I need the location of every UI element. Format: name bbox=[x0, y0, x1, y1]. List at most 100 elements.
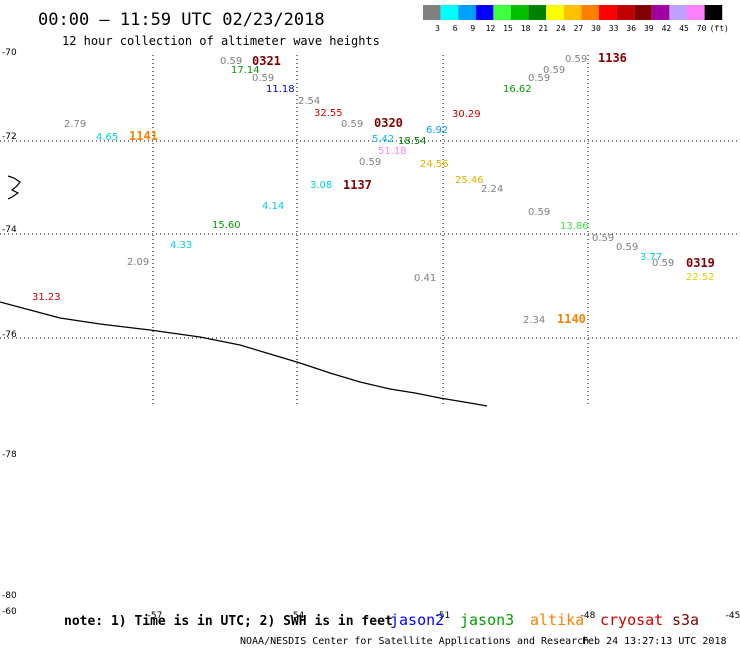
wave-height-label: 31.23 bbox=[32, 292, 61, 303]
wave-height-label: 0.59 bbox=[592, 233, 614, 244]
wave-height-label: 0.59 bbox=[359, 157, 381, 168]
wave-height-label: 2.54 bbox=[298, 96, 320, 107]
lat-lon-grid bbox=[0, 55, 738, 405]
scale-label: 42 bbox=[662, 24, 672, 33]
lat-label: -74 bbox=[2, 225, 17, 235]
lon-label: -45 bbox=[726, 611, 740, 621]
scale-swatch bbox=[475, 5, 494, 20]
wave-height-label: 22.52 bbox=[686, 272, 715, 283]
scale-swatch bbox=[599, 5, 617, 20]
wave-height-label: 2.79 bbox=[64, 119, 86, 130]
wave-height-label: 3.77 bbox=[640, 252, 662, 263]
wave-height-label: 5.42 bbox=[372, 134, 394, 145]
scale-label: 12 bbox=[486, 24, 496, 33]
satellite-jason2: jason2 bbox=[390, 611, 444, 629]
footer-note: note: 1) Time is in UTC; 2) SWH is in fe… bbox=[64, 614, 393, 629]
wave-height-label: 6.92 bbox=[426, 125, 448, 136]
satellite-legend: jason2 jason3 altika cryosat s3a bbox=[390, 611, 699, 629]
scale-swatch bbox=[440, 5, 459, 20]
scale-swatch bbox=[458, 5, 476, 20]
scale-label: 6 bbox=[453, 24, 458, 33]
longitude-labels: -57 -54 -51 -48 -45 bbox=[148, 611, 740, 621]
wave-height-label: 0.59 bbox=[543, 65, 565, 76]
wave-height-label: 11.18 bbox=[266, 84, 295, 95]
wave-height-label: 2.24 bbox=[481, 184, 503, 195]
scale-label: 15 bbox=[503, 24, 513, 33]
wave-height-label: 3.08 bbox=[310, 180, 332, 191]
lon-label: -57 bbox=[148, 611, 163, 621]
lat-label: -76 bbox=[2, 330, 17, 340]
scale-swatch bbox=[493, 5, 511, 20]
wave-height-label: 30.29 bbox=[452, 109, 481, 120]
scale-label: 36 bbox=[626, 24, 636, 33]
wave-height-label: 32.55 bbox=[314, 108, 343, 119]
satellite-s3a: s3a bbox=[672, 611, 699, 629]
scale-label: 33 bbox=[609, 24, 619, 33]
wave-height-label: 18.54 bbox=[398, 136, 427, 147]
observation-labels: 0.5917.140.5911.182.5432.550.595.4251.18… bbox=[32, 54, 715, 326]
pass-time-label: 0319 bbox=[686, 256, 715, 270]
lat-label: -78 bbox=[2, 450, 17, 460]
latitude-labels: -70 -72 -74 -76 -78 -80 -60 bbox=[2, 48, 17, 617]
wave-height-label: 2.34 bbox=[523, 315, 545, 326]
scale-label: 9 bbox=[470, 24, 475, 33]
wave-height-label: 16.62 bbox=[503, 84, 532, 95]
wave-height-label: 15.60 bbox=[212, 220, 241, 231]
wave-height-label: 4.14 bbox=[262, 201, 284, 212]
pass-time-label: 1140 bbox=[557, 312, 586, 326]
wave-height-label: 0.41 bbox=[414, 273, 436, 284]
scale-label: (ft) bbox=[710, 24, 729, 33]
scale-label: 27 bbox=[574, 24, 584, 33]
scale-swatch bbox=[669, 5, 687, 20]
pass-time-label: 1137 bbox=[343, 178, 372, 192]
pass-time-label: 1141 bbox=[129, 129, 158, 143]
wave-height-label: 51.18 bbox=[378, 146, 407, 157]
scale-label: 30 bbox=[591, 24, 601, 33]
color-scale-legend: 3 6 9 12 15 18 21 24 27 30 33 36 39 42 45 70 (ft) bbox=[423, 5, 729, 33]
lon-label: -54 bbox=[290, 611, 305, 621]
scale-label: 18 bbox=[521, 24, 531, 33]
pass-time-label: 0320 bbox=[374, 116, 403, 130]
wave-height-label: 0.59 bbox=[220, 56, 242, 67]
credit-text: NOAA/NESDIS Center for Satellite Applica… bbox=[240, 636, 589, 647]
wave-height-label: 4.65 bbox=[96, 132, 118, 143]
scale-swatch bbox=[687, 5, 705, 20]
pass-time-labels: 0321 0320 1136 1141 1137 0319 1140 bbox=[129, 51, 715, 326]
scale-label: 3 bbox=[435, 24, 440, 33]
lat-label: -70 bbox=[2, 48, 17, 58]
timestamp-text: Feb 24 13:27:13 UTC 2018 bbox=[582, 636, 727, 647]
scale-swatch bbox=[511, 5, 529, 20]
scale-swatch bbox=[634, 5, 652, 20]
lon-label: -48 bbox=[581, 611, 596, 621]
satellite-altika: altika bbox=[530, 611, 584, 629]
scale-label: 39 bbox=[644, 24, 654, 33]
wave-height-label: 0.59 bbox=[528, 73, 550, 84]
wave-height-label: 17.14 bbox=[231, 65, 260, 76]
scale-swatch bbox=[581, 5, 599, 20]
scale-swatch bbox=[651, 5, 670, 20]
pass-time-label: 0321 bbox=[252, 54, 281, 68]
map-title: 00:00 – 11:59 UTC 02/23/2018 bbox=[38, 10, 325, 30]
wave-height-label: 4.33 bbox=[170, 240, 192, 251]
scale-label: 70 bbox=[697, 24, 707, 33]
scale-swatch bbox=[704, 5, 723, 20]
lat-label: -60 bbox=[2, 607, 17, 617]
wave-height-label: 25.46 bbox=[455, 175, 484, 186]
scale-swatch bbox=[616, 5, 635, 20]
lat-label: -80 bbox=[2, 591, 17, 601]
wave-height-label: 0.59 bbox=[528, 207, 550, 218]
wave-height-label: 0.59 bbox=[341, 119, 363, 130]
lon-label: -51 bbox=[436, 611, 451, 621]
lat-label: -72 bbox=[2, 132, 17, 142]
wave-height-label: 24.56 bbox=[420, 159, 449, 170]
satellite-cryosat: cryosat bbox=[600, 611, 663, 629]
scale-label: 21 bbox=[538, 24, 548, 33]
map-subtitle: 12 hour collection of altimeter wave hei… bbox=[62, 34, 380, 48]
scale-swatch bbox=[423, 5, 441, 20]
satellite-jason3: jason3 bbox=[460, 611, 514, 629]
wave-height-label: 0.59 bbox=[616, 242, 638, 253]
wave-height-label: 2.09 bbox=[127, 257, 149, 268]
coastline-fragment bbox=[7, 175, 21, 200]
wave-height-label: 13.86 bbox=[560, 221, 589, 232]
